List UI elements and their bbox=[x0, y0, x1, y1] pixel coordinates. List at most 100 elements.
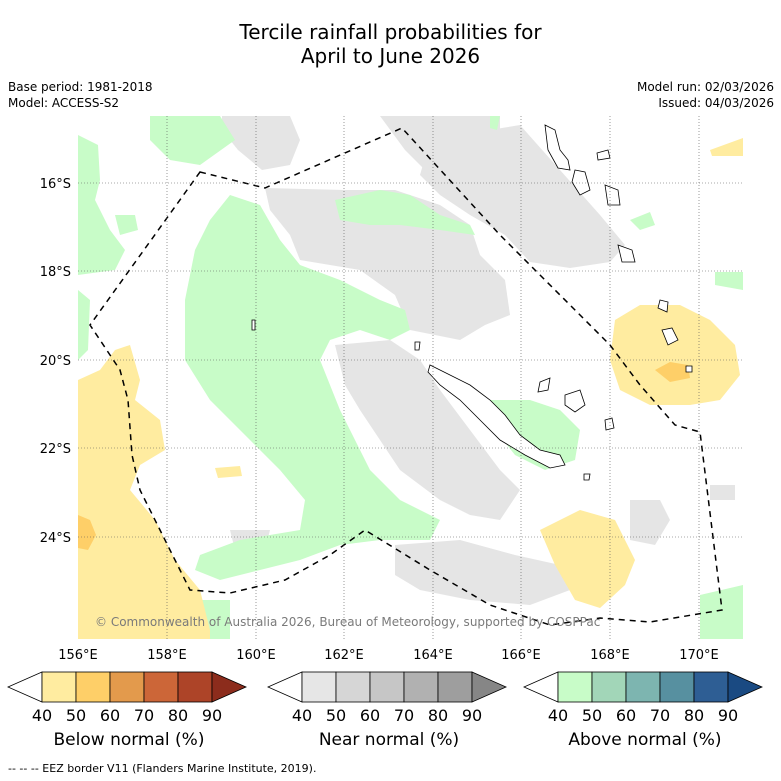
colorbar-near-high-extend bbox=[471, 671, 507, 703]
near-region-east-edge bbox=[710, 485, 735, 500]
lat-tick-labels: 16°S 18°S 20°S 22°S 24°S bbox=[40, 177, 71, 546]
eez-border bbox=[89, 127, 723, 626]
lat-tick-18: 18°S bbox=[40, 265, 71, 280]
lat-tick-16: 16°S bbox=[40, 177, 71, 192]
loyalty-island-1 bbox=[537, 377, 551, 393]
colorbar-title-near: Near normal (%) bbox=[318, 730, 460, 750]
colorbar-below-segment bbox=[109, 671, 145, 703]
above-region-east-edge bbox=[715, 272, 743, 290]
small-islet-south bbox=[583, 473, 591, 481]
loyalty-island-3 bbox=[604, 417, 615, 431]
above-region-southeast bbox=[700, 585, 743, 639]
colorbar-below-low-extend bbox=[7, 671, 43, 703]
lon-tick-162: 162°E bbox=[324, 648, 364, 663]
model-run: Model run: 02/03/2026 bbox=[636, 80, 774, 94]
colorbar-below-segment bbox=[75, 671, 111, 703]
hunter-island bbox=[661, 327, 679, 346]
colorbar-below-segment bbox=[177, 671, 213, 703]
lon-tick-labels: 156°E 158°E 160°E 162°E 164°E 166°E 168°… bbox=[58, 648, 719, 663]
colorbar-above-tick: 90 bbox=[718, 706, 738, 725]
colorbars: 40 50 60 70 80 90 40 50 60 70 80 90 40 50 60 70 80 90 bbox=[7, 671, 763, 725]
lon-tick-164: 164°E bbox=[413, 648, 453, 663]
chesterfield-islet bbox=[251, 319, 256, 331]
colorbar-below-tick: 80 bbox=[168, 706, 188, 725]
below-normal-regions bbox=[78, 138, 743, 639]
above-region-northeast bbox=[490, 116, 500, 130]
below-region-south bbox=[540, 510, 635, 608]
near-region-east bbox=[420, 125, 625, 268]
colorbar-above-segment bbox=[659, 671, 695, 703]
colorbar-above-segment bbox=[557, 671, 593, 703]
model-name: Model: ACCESS-S2 bbox=[8, 96, 120, 110]
colorbar-above-low-extend bbox=[523, 671, 559, 703]
lat-tick-20: 20°S bbox=[40, 354, 71, 369]
lon-tick-158: 158°E bbox=[147, 648, 187, 663]
colorbar-below-segment bbox=[41, 671, 77, 703]
vanuatu-island-3 bbox=[571, 169, 591, 196]
below-region-northeast bbox=[710, 138, 743, 156]
below-region-west bbox=[78, 345, 210, 639]
colorbar-above-tick: 80 bbox=[684, 706, 704, 725]
near-region-north bbox=[222, 116, 300, 170]
colorbar-title-below: Below normal (%) bbox=[53, 730, 205, 750]
lat-tick-24: 24°S bbox=[40, 531, 71, 546]
map-field: © Commonwealth of Australia 2026, Bureau… bbox=[78, 116, 743, 639]
vanuatu-island-5 bbox=[617, 244, 636, 263]
below-region-east bbox=[610, 305, 740, 405]
above-region-north-central bbox=[335, 190, 475, 235]
above-normal-regions bbox=[78, 116, 743, 639]
title-line-2: April to June 2026 bbox=[300, 44, 481, 68]
colorbar-above-tick: 60 bbox=[616, 706, 636, 725]
colorbar-near-tick: 60 bbox=[360, 706, 380, 725]
lon-tick-166: 166°E bbox=[501, 648, 541, 663]
colorbar-below: 40 50 60 70 80 90 bbox=[7, 671, 247, 725]
base-period: Base period: 1981-2018 bbox=[8, 80, 153, 94]
above-region-east-small bbox=[630, 212, 655, 230]
above-region-northwest bbox=[78, 135, 125, 275]
chart-title: Tercile rainfall probabilities for April… bbox=[0, 20, 781, 68]
colorbar-near-tick: 70 bbox=[394, 706, 414, 725]
colorbar-near: 40 50 60 70 80 90 bbox=[267, 671, 507, 725]
meta-right: Model run: 02/03/2026 Issued: 04/03/2026 bbox=[637, 79, 774, 111]
copyright-text: © Commonwealth of Australia 2026, Bureau… bbox=[95, 615, 600, 629]
lon-tick-160: 160°E bbox=[236, 648, 276, 663]
colorbar-above-high-extend bbox=[727, 671, 763, 703]
below-50-regions bbox=[78, 362, 690, 550]
small-islet-north bbox=[414, 341, 421, 351]
meta-left: Base period: 1981-2018 Model: ACCESS-S2 bbox=[8, 79, 153, 111]
colorbar-above-tick: 50 bbox=[582, 706, 602, 725]
below50-region-west bbox=[78, 515, 96, 550]
matthew-island bbox=[657, 299, 669, 313]
near-region-south-central bbox=[335, 340, 520, 520]
vanuatu-island-4 bbox=[604, 184, 621, 206]
land bbox=[251, 124, 693, 481]
above-region-west-band bbox=[185, 195, 440, 580]
colorbar-below-segment bbox=[143, 671, 179, 703]
colorbar-above-segment bbox=[591, 671, 627, 703]
vanuatu-island-2 bbox=[596, 149, 611, 161]
below-region-west-blob bbox=[215, 466, 242, 478]
colorbar-near-segment bbox=[403, 671, 439, 703]
colorbar-near-tick: 40 bbox=[292, 706, 312, 725]
vanuatu-island-1 bbox=[544, 124, 571, 171]
colorbar-near-segment bbox=[437, 671, 473, 703]
colorbar-near-tick: 90 bbox=[462, 706, 482, 725]
issued-date: Issued: 04/03/2026 bbox=[658, 96, 774, 110]
colorbar-above-tick: 70 bbox=[650, 706, 670, 725]
lat-tick-22: 22°S bbox=[40, 442, 71, 457]
colorbar-below-tick: 90 bbox=[202, 706, 222, 725]
above-region-new-caledonia bbox=[490, 400, 580, 470]
colorbar-below-tick: 50 bbox=[66, 706, 86, 725]
colorbar-below-tick: 40 bbox=[32, 706, 52, 725]
lon-tick-156: 156°E bbox=[58, 648, 98, 663]
colorbar-below-high-extend bbox=[211, 671, 247, 703]
small-islet-east bbox=[685, 365, 693, 373]
colorbar-above-tick: 40 bbox=[548, 706, 568, 725]
colorbar-above-segment bbox=[693, 671, 729, 703]
colorbar-title-above: Above normal (%) bbox=[568, 730, 722, 750]
colorbar-below-tick: 70 bbox=[134, 706, 154, 725]
loyalty-island-2 bbox=[564, 389, 586, 413]
colorbar-below-tick: 60 bbox=[100, 706, 120, 725]
colorbar-near-tick: 80 bbox=[428, 706, 448, 725]
